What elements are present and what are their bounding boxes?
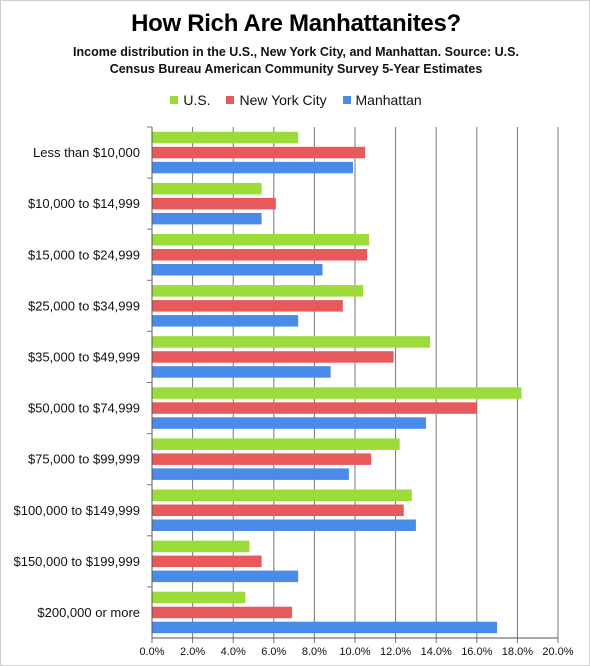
category-label: $35,000 to $49,999: [28, 349, 140, 364]
bar: [152, 336, 431, 348]
category-label: $75,000 to $99,999: [28, 452, 140, 467]
x-tick-label: 6.0%: [261, 646, 286, 658]
category-label: $150,000 to $199,999: [13, 554, 140, 569]
bar: [152, 489, 412, 501]
x-tick-label: 2.0%: [180, 646, 205, 658]
legend-label-nyc: New York City: [239, 92, 327, 108]
bar: [152, 315, 299, 327]
x-tick-label: 0.0%: [139, 646, 164, 658]
category-label: $50,000 to $74,999: [28, 401, 140, 416]
x-tick-label: 14.0%: [421, 646, 452, 658]
bar: [152, 161, 353, 174]
bar: [152, 417, 427, 429]
category-label: Less than $10,000: [33, 145, 140, 160]
bar: [152, 519, 416, 531]
bar: [152, 351, 394, 363]
x-tick-label: 10.0%: [339, 646, 370, 658]
bar: [152, 468, 349, 480]
category-label: $200,000 or more: [37, 605, 140, 620]
legend-swatch-us: [170, 96, 179, 104]
legend-item-us: U.S.: [170, 92, 211, 108]
bar: [152, 212, 262, 225]
bar: [152, 146, 366, 159]
chart-legend: U.S. New York City Manhattan: [1, 92, 590, 108]
legend-label-manhattan: Manhattan: [355, 92, 422, 108]
bar: [152, 300, 343, 312]
bar: [152, 285, 364, 297]
bar: [152, 249, 368, 261]
chart-title: How Rich Are Manhattanites?: [131, 10, 461, 37]
bar: [152, 131, 299, 144]
bar: [152, 387, 522, 399]
legend-swatch-manhattan: [342, 96, 351, 104]
bar: [152, 570, 299, 583]
bar: [152, 555, 262, 568]
bar: [152, 366, 331, 378]
x-tick-label: 8.0%: [302, 646, 327, 658]
bar: [152, 438, 400, 450]
bar: [152, 402, 477, 414]
legend-item-manhattan: Manhattan: [342, 92, 422, 108]
bar: [152, 621, 498, 634]
x-tick-label: 18.0%: [502, 646, 533, 658]
chart-subtitle: Income distribution in the U.S., New Yor…: [73, 45, 519, 76]
x-tick-label: 12.0%: [380, 646, 411, 658]
x-tick-label: 4.0%: [221, 646, 246, 658]
category-label: $100,000 to $149,999: [13, 503, 140, 518]
bar: [152, 591, 246, 604]
category-label: $10,000 to $14,999: [28, 196, 140, 211]
bar: [152, 540, 250, 553]
legend-swatch-nyc: [226, 96, 235, 104]
bar: [152, 504, 404, 516]
bar: [152, 264, 323, 276]
category-label: $25,000 to $34,999: [28, 298, 140, 313]
bar: [152, 234, 370, 246]
bar: [152, 197, 276, 210]
category-label: $15,000 to $24,999: [28, 247, 140, 262]
legend-label-us: U.S.: [183, 92, 211, 108]
bar: [152, 453, 372, 465]
x-tick-label: 20.0%: [542, 646, 573, 658]
bar: [152, 606, 293, 619]
x-tick-label: 16.0%: [461, 646, 492, 658]
legend-item-nyc: New York City: [226, 92, 327, 108]
bar: [152, 182, 262, 195]
